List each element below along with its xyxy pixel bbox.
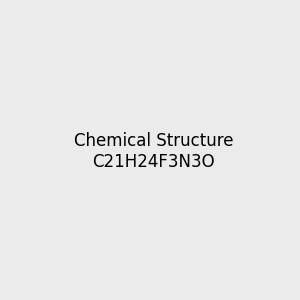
Text: Chemical Structure
C21H24F3N3O: Chemical Structure C21H24F3N3O xyxy=(74,132,233,171)
